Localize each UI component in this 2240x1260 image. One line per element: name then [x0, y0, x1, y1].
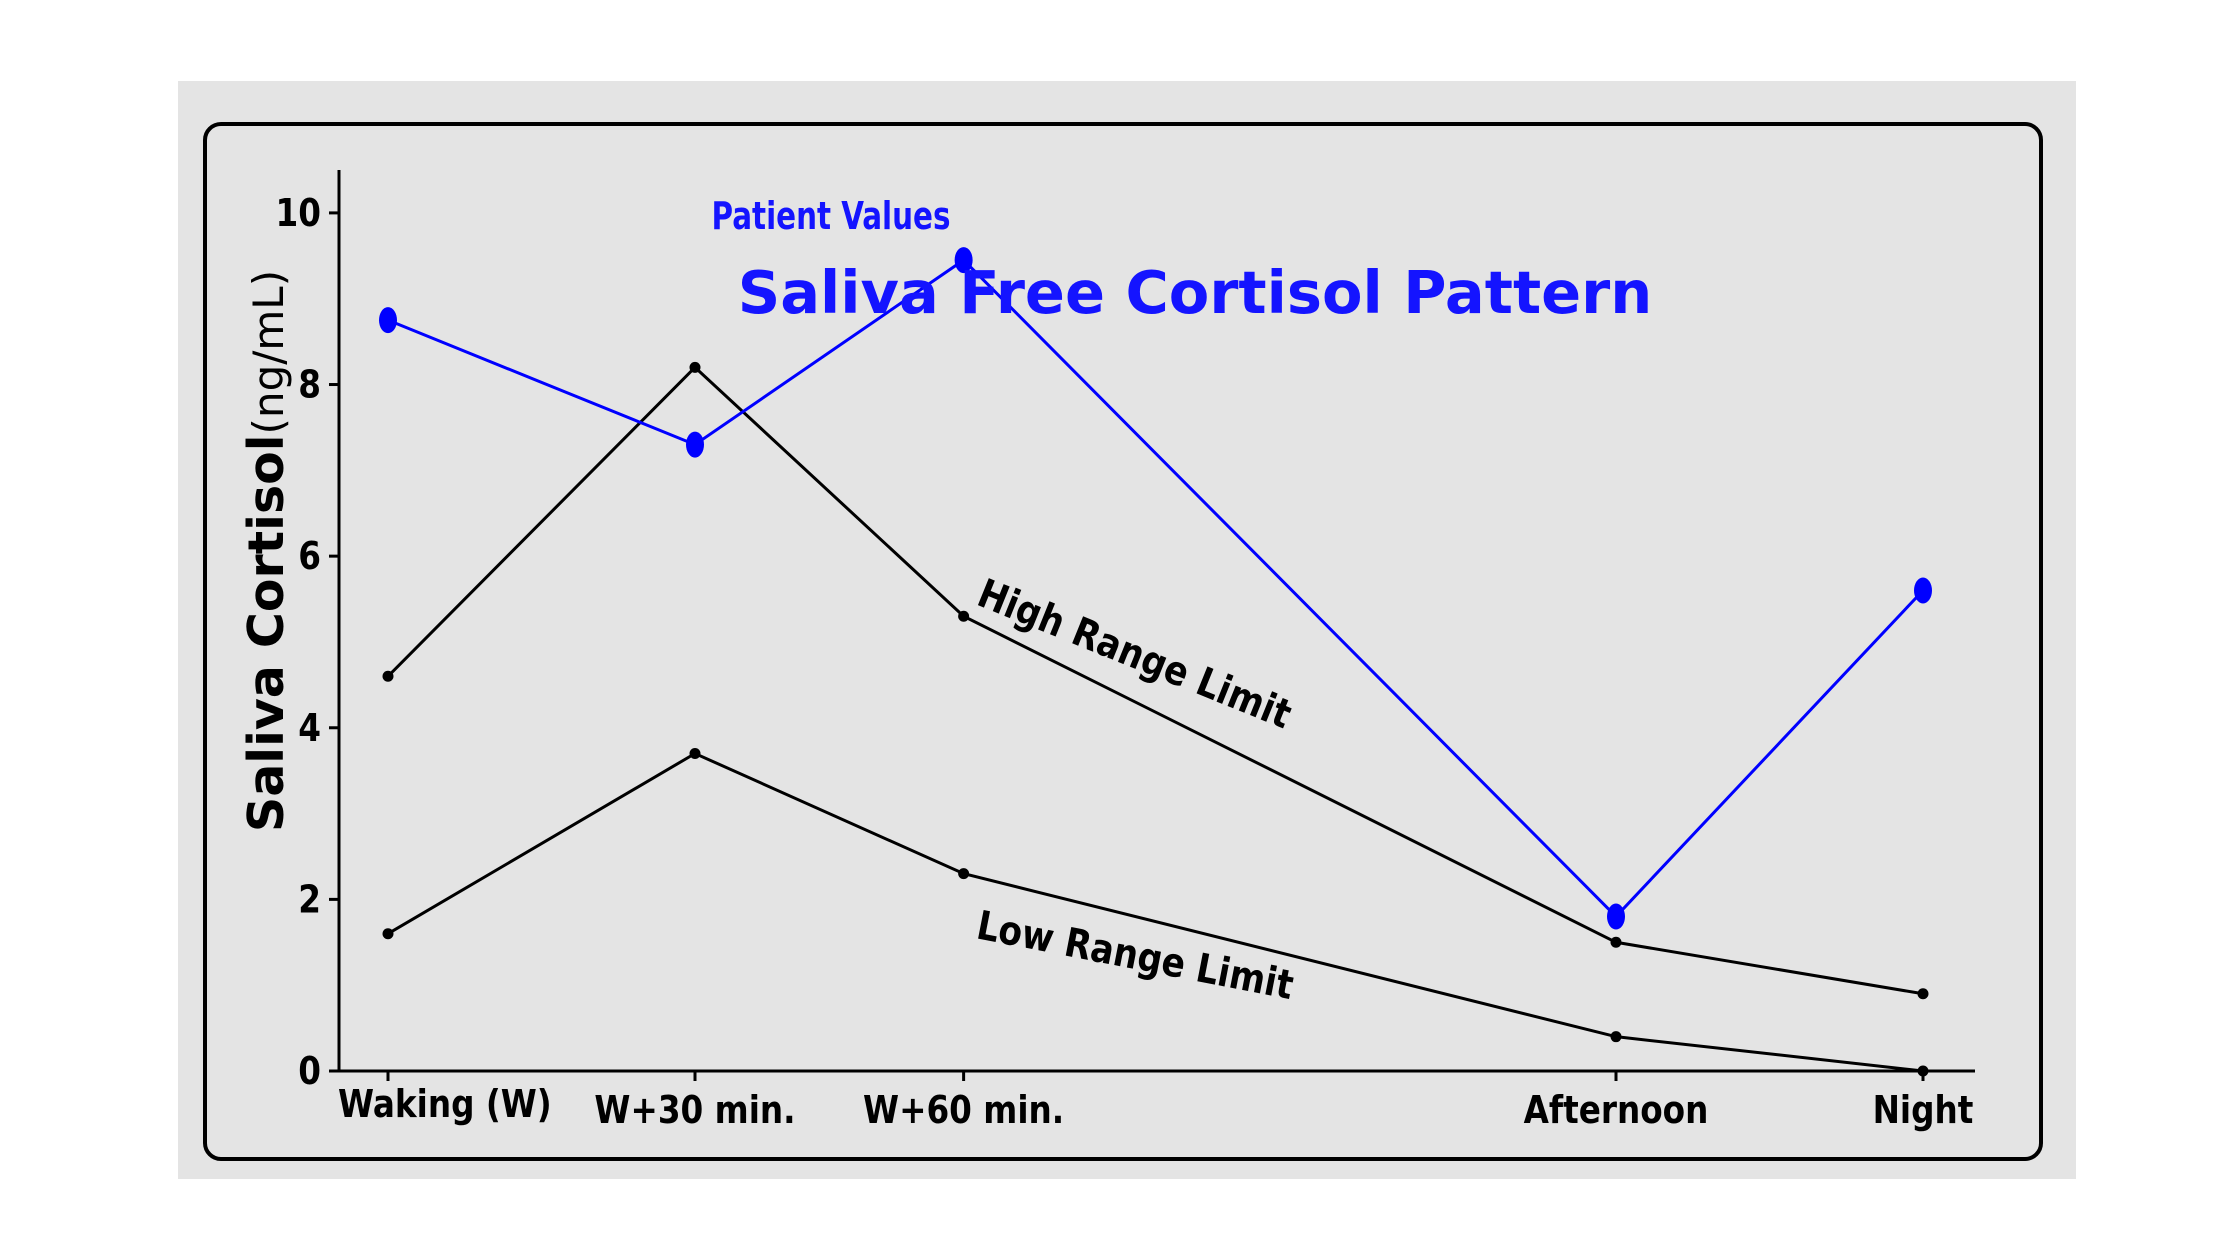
annotation-high-range: High Range Limit	[971, 569, 1298, 738]
y-tick-label: 6	[298, 535, 321, 579]
axes: 0 2 4 6 8 10 Waking (W) W+30 min. W+60 min. After…	[276, 170, 1975, 1133]
series-line-low-range-limit	[387, 751, 1924, 1073]
series-layer	[379, 247, 1932, 1077]
x-tick-label: Waking (W)	[338, 1083, 552, 1127]
chart-svg: 0 2 4 6 8 10 Waking (W) W+30 min. W+60 min. After…	[203, 122, 2043, 1161]
data-point-high-range-limit	[958, 610, 970, 622]
annotation-patient-values: Patient Values	[712, 195, 951, 239]
plot-frame	[203, 122, 2043, 1161]
chart-title: Saliva Free Cortisol Pattern	[738, 258, 1653, 327]
y-tick-label: 4	[298, 706, 321, 750]
data-point-low-range-limit	[689, 748, 701, 760]
y-axis-label-main: Saliva Cortisol	[238, 434, 295, 832]
data-point-low-range-limit	[1917, 1065, 1929, 1077]
x-tick-label: Night	[1873, 1089, 1974, 1133]
y-axis-label: Saliva Cortisol(ng/mL)	[238, 270, 295, 832]
data-point-low-range-limit	[382, 928, 394, 940]
text-layer: Saliva Free Cortisol Pattern Patient Val…	[238, 195, 1652, 1009]
y-tick-label: 2	[298, 878, 321, 922]
data-point-high-range-limit	[382, 670, 394, 682]
x-tick-label: Afternoon	[1524, 1089, 1709, 1133]
data-point-patient	[1607, 903, 1625, 930]
y-tick-label: 10	[276, 192, 321, 236]
data-point-high-range-limit	[1610, 936, 1622, 948]
data-point-high-range-limit	[1917, 988, 1929, 1000]
chart-panel: 0 2 4 6 8 10 Waking (W) W+30 min. W+60 min. After…	[178, 81, 2076, 1179]
data-point-patient	[379, 307, 397, 334]
data-point-low-range-limit	[958, 868, 970, 880]
y-axis-label-unit: (ng/mL)	[244, 270, 293, 435]
series-line-patient-values	[387, 258, 1925, 919]
data-point-low-range-limit	[1610, 1031, 1622, 1043]
x-tick-label: W+60 min.	[863, 1089, 1064, 1133]
x-tick-label: W+30 min.	[594, 1089, 795, 1133]
data-point-patient	[686, 431, 704, 458]
data-point-patient	[1914, 577, 1932, 604]
y-tick-label: 8	[298, 363, 321, 407]
data-point-patient	[954, 247, 973, 274]
data-point-high-range-limit	[689, 361, 701, 373]
y-tick-label: 0	[298, 1050, 321, 1094]
